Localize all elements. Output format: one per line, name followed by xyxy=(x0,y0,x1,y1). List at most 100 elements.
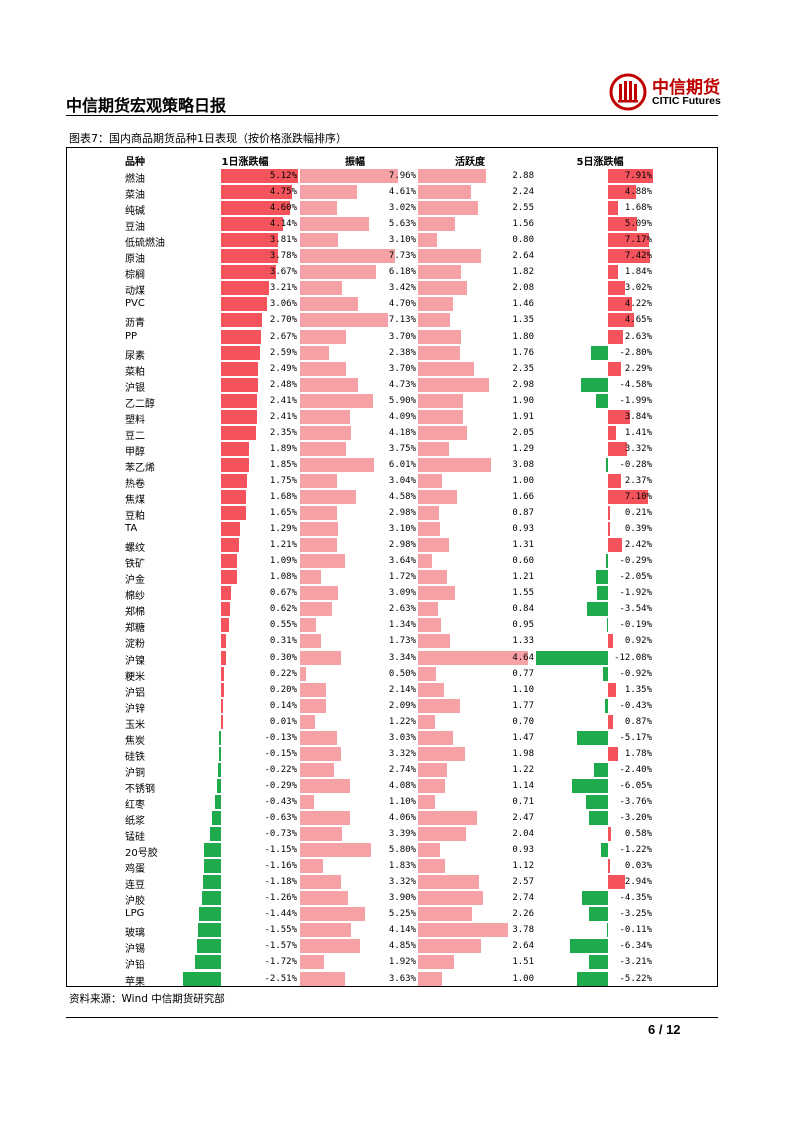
activity-value: 1.76 xyxy=(512,347,534,358)
d1-change-bar xyxy=(197,923,221,938)
table-row: 铁矿 1.09% 3.64% 0.60 -0.29% xyxy=(0,553,793,570)
amplitude-value: 2.63% xyxy=(388,604,416,615)
d1-change-value: 0.62% xyxy=(269,604,297,615)
commodity-name: 淀粉 xyxy=(125,639,145,651)
activity-value: 1.77 xyxy=(512,700,534,711)
d5-change-value: 2.29% xyxy=(624,363,652,374)
d5-change-value: 0.03% xyxy=(624,861,652,872)
commodity-name: 沪铜 xyxy=(125,767,145,779)
activity-bar xyxy=(418,666,437,681)
activity-bar xyxy=(418,570,447,585)
commodity-name: PVC xyxy=(125,298,145,310)
amplitude-value: 6.01% xyxy=(388,459,416,470)
activity-bar xyxy=(418,843,441,858)
commodity-name: 沪镍 xyxy=(125,655,145,667)
amplitude-value: 3.34% xyxy=(388,652,416,663)
amplitude-value: 1.73% xyxy=(388,636,416,647)
d5-change-bar xyxy=(608,217,637,232)
d1-change-bar xyxy=(221,409,258,424)
amplitude-value: 1.92% xyxy=(388,957,416,968)
commodity-name: 沪银 xyxy=(125,382,145,394)
d1-change-bar xyxy=(218,746,221,761)
d5-change-value: 0.39% xyxy=(624,524,652,535)
d5-change-value: -0.43% xyxy=(619,700,652,711)
activity-value: 1.31 xyxy=(512,540,534,551)
table-row: 原油 3.78% 7.73% 2.64 7.42% xyxy=(0,248,793,265)
amplitude-bar xyxy=(300,794,314,809)
d5-change-value: -2.40% xyxy=(619,764,652,775)
commodity-name: 甲醇 xyxy=(125,446,145,458)
table-row: 螺纹 1.21% 2.98% 1.31 2.42% xyxy=(0,537,793,554)
activity-bar xyxy=(418,682,445,697)
activity-value: 1.80 xyxy=(512,331,534,342)
figure-frame xyxy=(66,147,718,987)
d1-change-value: 2.49% xyxy=(269,363,297,374)
d5-change-value: 5.09% xyxy=(624,219,652,230)
commodity-name: 豆粕 xyxy=(125,511,145,523)
amplitude-bar xyxy=(300,634,322,649)
commodity-name: 塑料 xyxy=(125,414,145,426)
d1-change-bar xyxy=(221,377,259,392)
amplitude-bar xyxy=(300,827,342,842)
amplitude-bar xyxy=(300,843,372,858)
d5-change-bar xyxy=(591,345,608,360)
amplitude-value: 3.70% xyxy=(388,363,416,374)
activity-bar xyxy=(418,457,491,472)
activity-bar xyxy=(418,778,445,793)
d5-change-value: -3.76% xyxy=(619,796,652,807)
activity-bar xyxy=(418,891,483,906)
d5-change-bar xyxy=(606,457,608,472)
d1-change-bar xyxy=(221,506,246,521)
commodity-name: 焦炭 xyxy=(125,735,145,747)
d5-change-value: 1.41% xyxy=(624,427,652,438)
d1-change-bar xyxy=(221,185,293,200)
table-row: 郑糖 0.55% 1.34% 0.95 -0.19% xyxy=(0,617,793,634)
activity-value: 1.55 xyxy=(512,588,534,599)
commodity-name: 菜油 xyxy=(125,190,145,202)
d5-change-bar xyxy=(571,778,608,793)
d5-change-value: 3.84% xyxy=(624,411,652,422)
activity-value: 1.98 xyxy=(512,748,534,759)
d1-change-value: -0.29% xyxy=(264,780,297,791)
d5-change-bar xyxy=(608,281,626,296)
amplitude-bar xyxy=(300,923,351,938)
d5-change-bar xyxy=(608,409,630,424)
citic-logo-icon xyxy=(609,73,647,111)
amplitude-bar xyxy=(300,425,352,440)
amplitude-bar xyxy=(300,297,358,312)
d5-change-value: -0.11% xyxy=(619,925,652,936)
amplitude-bar xyxy=(300,217,370,232)
d1-change-bar xyxy=(221,586,232,601)
d1-change-value: 4.75% xyxy=(269,187,297,198)
d1-change-value: 1.89% xyxy=(269,443,297,454)
d5-change-value: 7.42% xyxy=(624,251,652,262)
commodity-name: 粳米 xyxy=(125,671,145,683)
activity-bar xyxy=(418,939,481,954)
d1-change-bar xyxy=(221,666,225,681)
activity-value: 0.93 xyxy=(512,524,534,535)
table-row: 豆粕 1.65% 2.98% 0.87 0.21% xyxy=(0,505,793,523)
activity-value: 1.91 xyxy=(512,411,534,422)
d1-change-value: 0.14% xyxy=(269,700,297,711)
amplitude-value: 5.90% xyxy=(388,395,416,406)
amplitude-value: 3.42% xyxy=(388,283,416,294)
amplitude-value: 4.09% xyxy=(388,411,416,422)
table-row: PP 2.67% 3.70% 1.80 2.63% xyxy=(0,329,793,345)
commodity-name: 20号胶 xyxy=(125,848,158,860)
activity-value: 1.29 xyxy=(512,443,534,454)
table-row: PVC 3.06% 4.70% 1.46 4.22% xyxy=(0,296,793,312)
activity-value: 0.84 xyxy=(512,604,534,615)
table-row: 粳米 0.22% 0.50% 0.77 -0.92% xyxy=(0,666,793,683)
activity-value: 2.55 xyxy=(512,203,534,214)
d5-change-value: -1.99% xyxy=(619,395,652,406)
d5-change-bar xyxy=(608,682,616,697)
d1-change-value: -0.22% xyxy=(264,764,297,775)
d1-change-bar xyxy=(221,233,279,248)
activity-value: 1.90 xyxy=(512,395,534,406)
d5-change-bar xyxy=(586,602,608,617)
amplitude-bar xyxy=(300,393,373,408)
d1-change-value: 1.08% xyxy=(269,572,297,583)
commodity-name: 玉米 xyxy=(125,719,145,731)
d5-change-value: -4.35% xyxy=(619,893,652,904)
d5-change-bar xyxy=(606,554,608,569)
